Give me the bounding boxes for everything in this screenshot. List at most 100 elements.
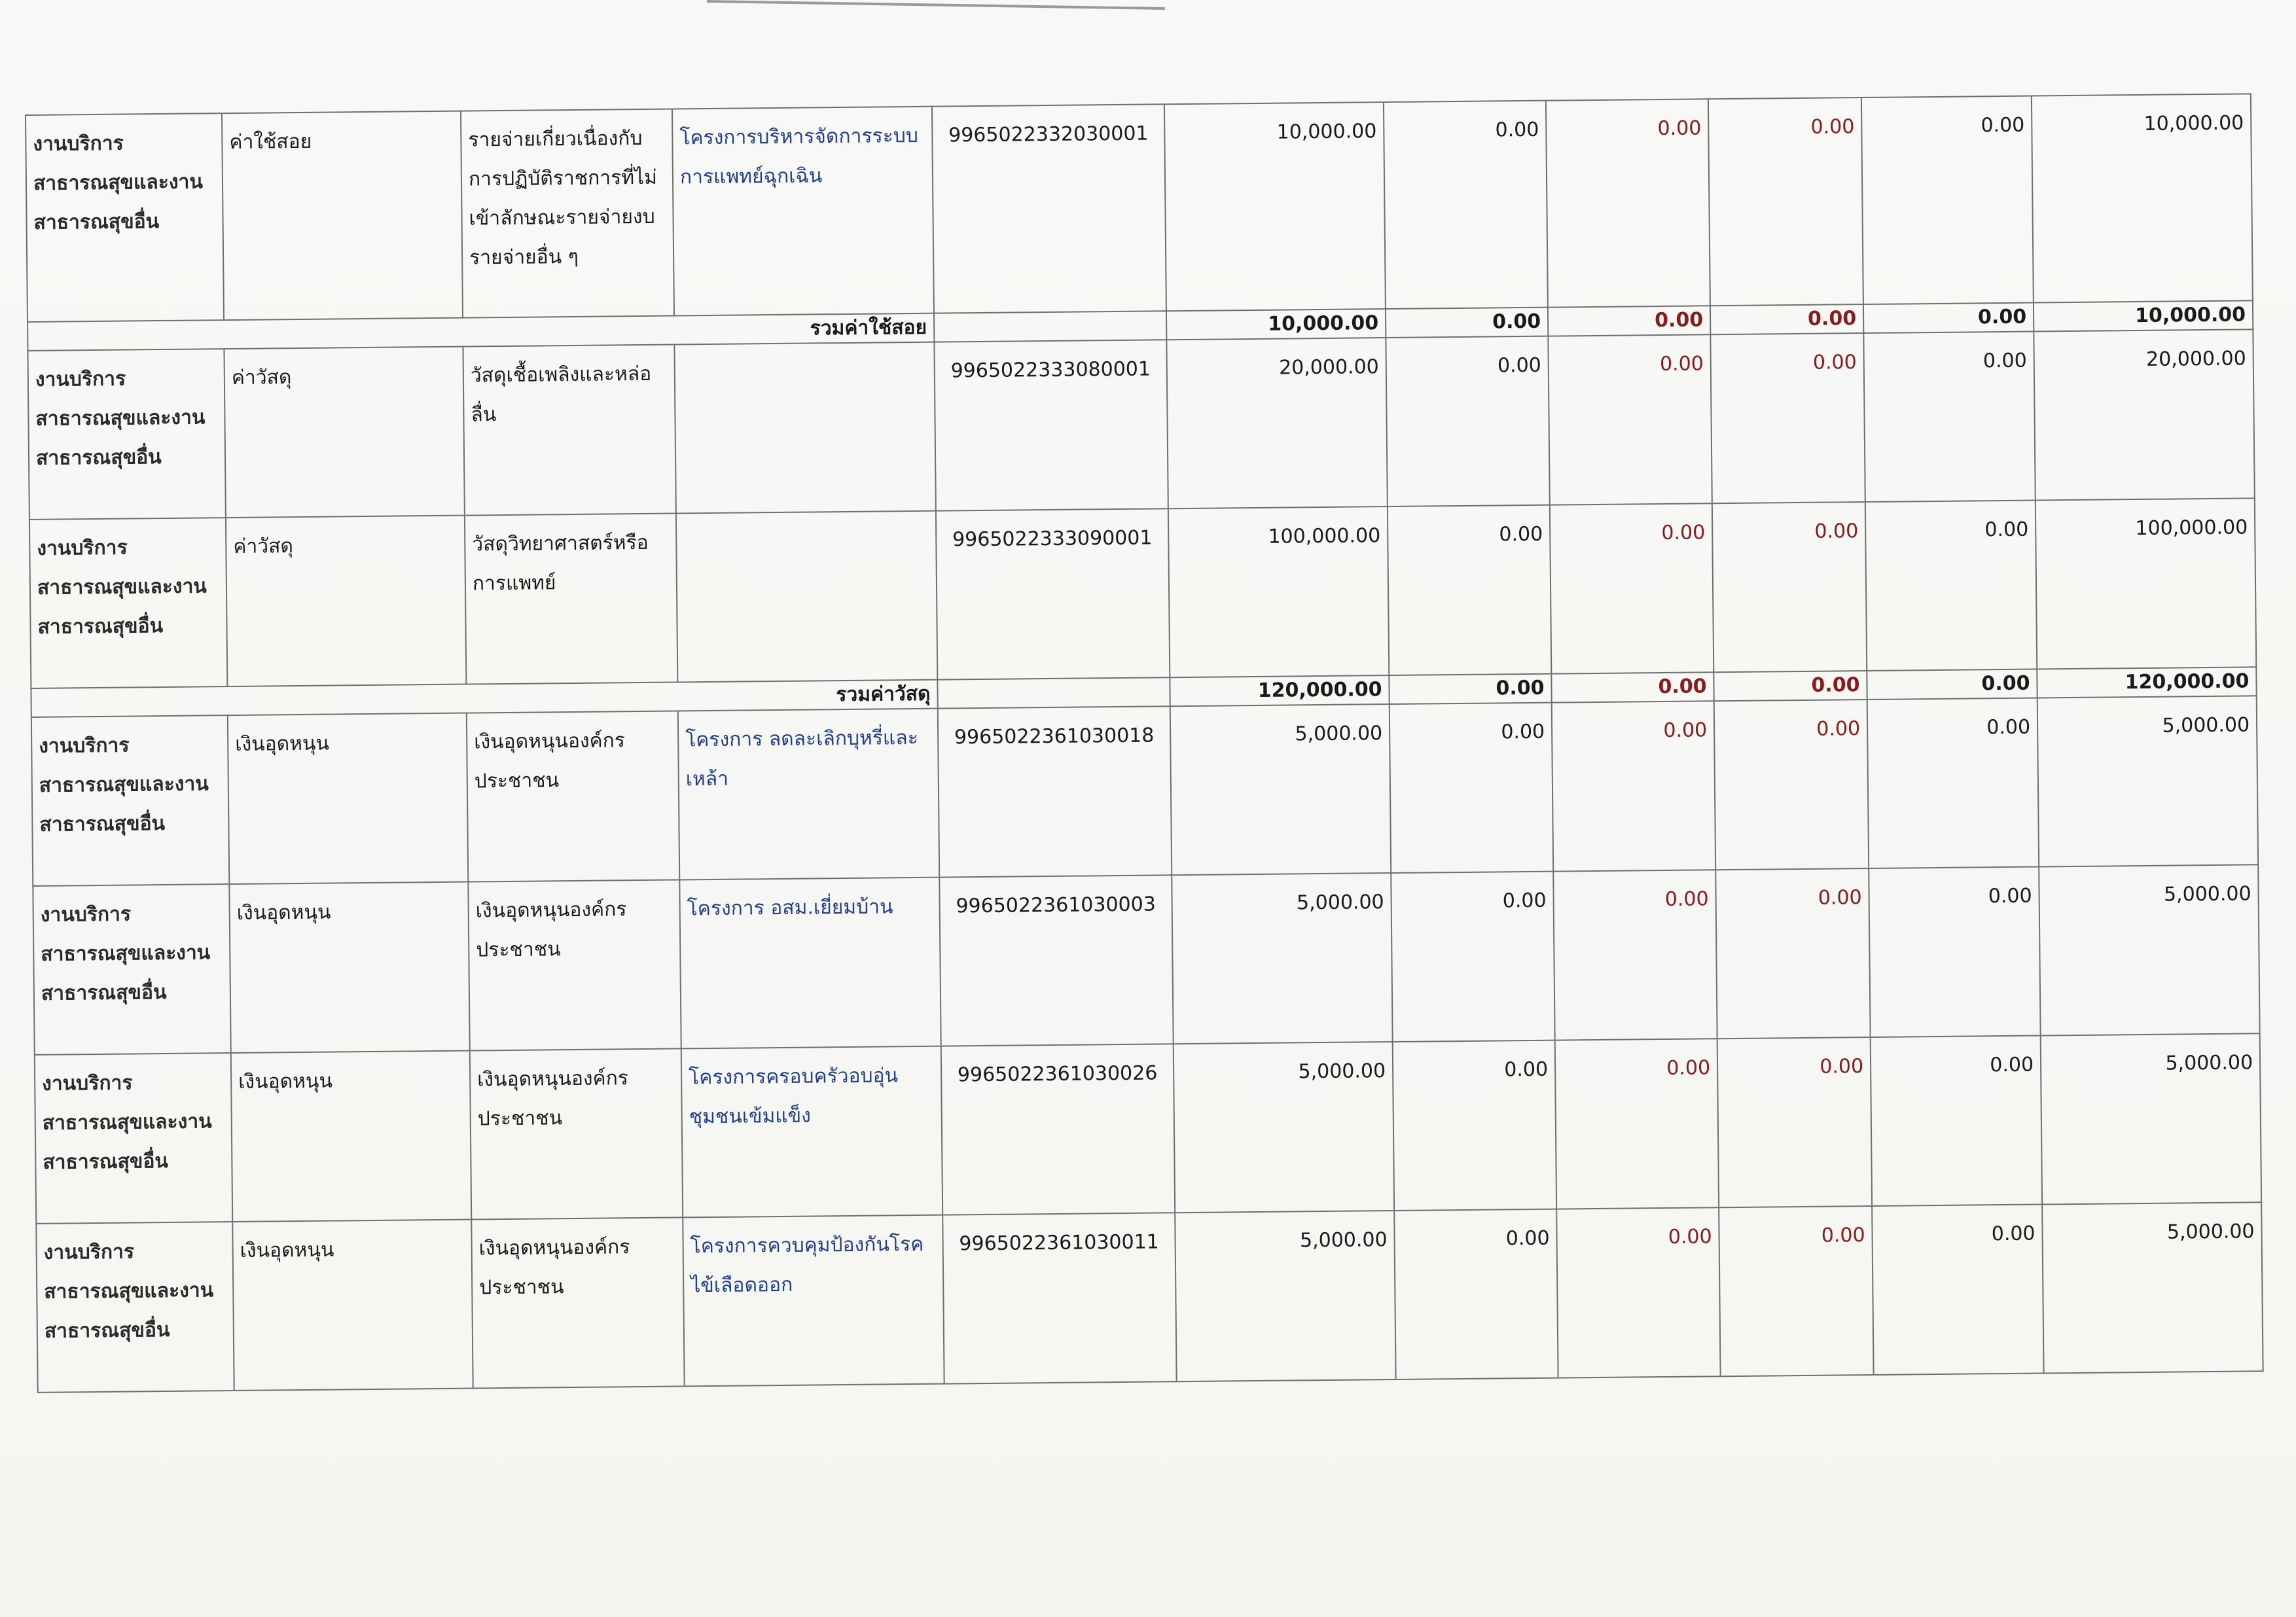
subtotal-amount: 0.00 [1551, 672, 1714, 703]
department-cell: งานบริการสาธารณสุขและงานสาธารณสุขอื่น [26, 113, 224, 322]
amount-cell: 0.00 [1872, 1204, 2044, 1375]
amount-cell: 0.00 [1710, 333, 1865, 504]
amount-cell: 0.00 [1708, 98, 1863, 306]
table-row: งานบริการสาธารณสุขและงานสาธารณสุขอื่น เง… [31, 696, 2259, 886]
project-cell [674, 342, 936, 514]
item-cell: เงินอุดหนุนองค์กรประชาชน [468, 880, 681, 1051]
amount-cell: 0.00 [1867, 698, 2039, 869]
amount-cell: 0.00 [1394, 1209, 1558, 1379]
department-cell: งานบริการสาธารณสุขและงานสาธารณสุขอื่น [29, 518, 228, 688]
amount-cell: 0.00 [1719, 1205, 1874, 1377]
amount-cell: 0.00 [1553, 870, 1717, 1040]
amount-cell: 0.00 [1713, 700, 1869, 870]
amount-cell: 100,000.00 [2035, 498, 2257, 669]
amount-cell: 5,000.00 [1175, 1210, 1396, 1382]
amount-cell: 0.00 [1391, 871, 1555, 1042]
category-cell: ค่าใช้สอย [221, 111, 463, 321]
subtotal-amount: 0.00 [1710, 304, 1864, 335]
category-cell: เงินอุดหนุน [232, 1219, 473, 1391]
amount-cell: 0.00 [1545, 99, 1710, 308]
empty-cell [933, 311, 1167, 342]
amount-cell: 0.00 [1389, 702, 1554, 874]
amount-cell: 5,000.00 [1172, 873, 1393, 1044]
department-cell: งานบริการสาธารณสุขและงานสาธารณสุขอื่น [33, 884, 231, 1055]
subtotal-amount: 0.00 [1867, 669, 2037, 700]
subtotal-amount: 120,000.00 [1170, 675, 1390, 707]
amount-cell: 0.00 [1387, 505, 1552, 676]
amount-cell: 0.00 [1865, 500, 2037, 671]
category-cell: เงินอุดหนุน [227, 713, 469, 885]
table-row: งานบริการสาธารณสุขและงานสาธารณสุขอื่น เง… [34, 1033, 2262, 1224]
amount-cell: 0.00 [1712, 502, 1867, 673]
item-cell: วัสดุวิทยาศาสตร์หรือการแพทย์ [464, 513, 678, 684]
amount-cell: 0.00 [1383, 100, 1548, 310]
code-cell: 9965022361030011 [942, 1213, 1177, 1384]
amount-cell: 0.00 [1715, 868, 1871, 1039]
amount-cell: 0.00 [1551, 701, 1716, 872]
item-cell: เงินอุดหนุนองค์กรประชาชน [469, 1048, 683, 1220]
amount-cell: 0.00 [1861, 96, 2034, 305]
amount-cell: 0.00 [1863, 331, 2036, 503]
project-cell: โครงการ อสม.เยี่ยมบ้าน [679, 877, 941, 1049]
project-cell [675, 510, 938, 683]
code-cell: 9965022361030003 [939, 875, 1174, 1046]
budget-table-container: งานบริการสาธารณสุขและงานสาธารณสุขอื่น ค่… [25, 93, 2263, 1393]
category-cell: เงินอุดหนุน [230, 1050, 472, 1222]
budget-table-body: งานบริการสาธารณสุขและงานสาธารณสุขอื่น ค่… [26, 94, 2263, 1393]
item-cell: เงินอุดหนุนองค์กรประชาชน [471, 1217, 685, 1389]
amount-cell: 0.00 [1717, 1037, 1873, 1208]
amount-cell: 20,000.00 [2034, 329, 2255, 501]
amount-cell: 10,000.00 [1164, 102, 1386, 311]
code-cell: 9965022332030001 [931, 104, 1166, 313]
subtotal-amount: 0.00 [1713, 671, 1867, 702]
item-cell: เงินอุดหนุนองค์กรประชาชน [466, 711, 680, 882]
amount-cell: 5,000.00 [1173, 1042, 1395, 1213]
amount-cell: 0.00 [1869, 866, 2041, 1037]
page-fold-line [706, 0, 1165, 10]
table-row: งานบริการสาธารณสุขและงานสาธารณสุขอื่น เง… [33, 864, 2260, 1055]
project-cell: โครงการบริหารจัดการระบบการแพทย์ฉุกเฉิน [672, 106, 934, 316]
amount-cell: 5,000.00 [2042, 1202, 2263, 1374]
subtotal-amount: 120,000.00 [2037, 667, 2257, 698]
code-cell: 9965022333090001 [935, 508, 1170, 680]
department-cell: งานบริการสาธารณสุขและงานสาธารณสุขอื่น [27, 349, 226, 520]
subtotal-amount: 10,000.00 [1166, 309, 1386, 340]
amount-cell: 0.00 [1549, 503, 1714, 674]
amount-cell: 5,000.00 [2037, 696, 2259, 867]
table-row: งานบริการสาธารณสุขและงานสาธารณสุขอื่น ค่… [29, 498, 2257, 688]
project-cell: โครงการควบคุมป้องกันโรคไข้เลือดออก [683, 1215, 944, 1387]
category-cell: เงินอุดหนุน [229, 881, 470, 1054]
amount-cell: 0.00 [1392, 1040, 1557, 1211]
table-row: งานบริการสาธารณสุขและงานสาธารณสุขอื่น ค่… [27, 329, 2255, 520]
amount-cell: 0.00 [1554, 1039, 1719, 1209]
amount-cell: 10,000.00 [2031, 94, 2253, 303]
code-cell: 9965022333080001 [934, 340, 1168, 511]
department-cell: งานบริการสาธารณสุขและงานสาธารณสุขอื่น [31, 715, 230, 886]
subtotal-amount: 0.00 [1385, 307, 1549, 338]
subtotal-amount: 0.00 [1389, 673, 1552, 705]
category-cell: ค่าวัสดุ [225, 515, 467, 687]
code-cell: 9965022361030026 [941, 1044, 1175, 1215]
amount-cell: 5,000.00 [2040, 1033, 2262, 1205]
code-cell: 9965022361030018 [937, 706, 1172, 878]
amount-cell: 0.00 [1386, 336, 1550, 507]
amount-cell: 5,000.00 [1170, 704, 1391, 876]
item-cell: วัสดุเชื้อเพลิงและหล่อลื่น [463, 344, 676, 516]
department-cell: งานบริการสาธารณสุขและงานสาธารณสุขอื่น [36, 1222, 234, 1393]
table-row: งานบริการสาธารณสุขและงานสาธารณสุขอื่น ค่… [26, 94, 2253, 322]
item-cell: รายจ่ายเกี่ยวเนื่องกับการปฏิบัติราชการที… [460, 109, 674, 318]
department-cell: งานบริการสาธารณสุขและงานสาธารณสุขอื่น [34, 1053, 233, 1224]
subtotal-amount: 0.00 [1863, 302, 2034, 334]
amount-cell: 5,000.00 [2039, 864, 2260, 1036]
amount-cell: 0.00 [1870, 1035, 2043, 1206]
budget-table: งานบริการสาธารณสุขและงานสาธารณสุขอื่น ค่… [25, 93, 2264, 1393]
empty-cell [937, 677, 1170, 709]
amount-cell: 0.00 [1548, 334, 1712, 505]
amount-cell: 0.00 [1556, 1207, 1721, 1378]
amount-cell: 20,000.00 [1166, 338, 1388, 509]
subtotal-amount: 0.00 [1547, 306, 1711, 336]
subtotal-amount: 10,000.00 [2033, 300, 2253, 332]
category-cell: ค่าวัสดุ [224, 346, 465, 518]
table-row: งานบริการสาธารณสุขและงานสาธารณสุขอื่น เง… [36, 1202, 2263, 1393]
